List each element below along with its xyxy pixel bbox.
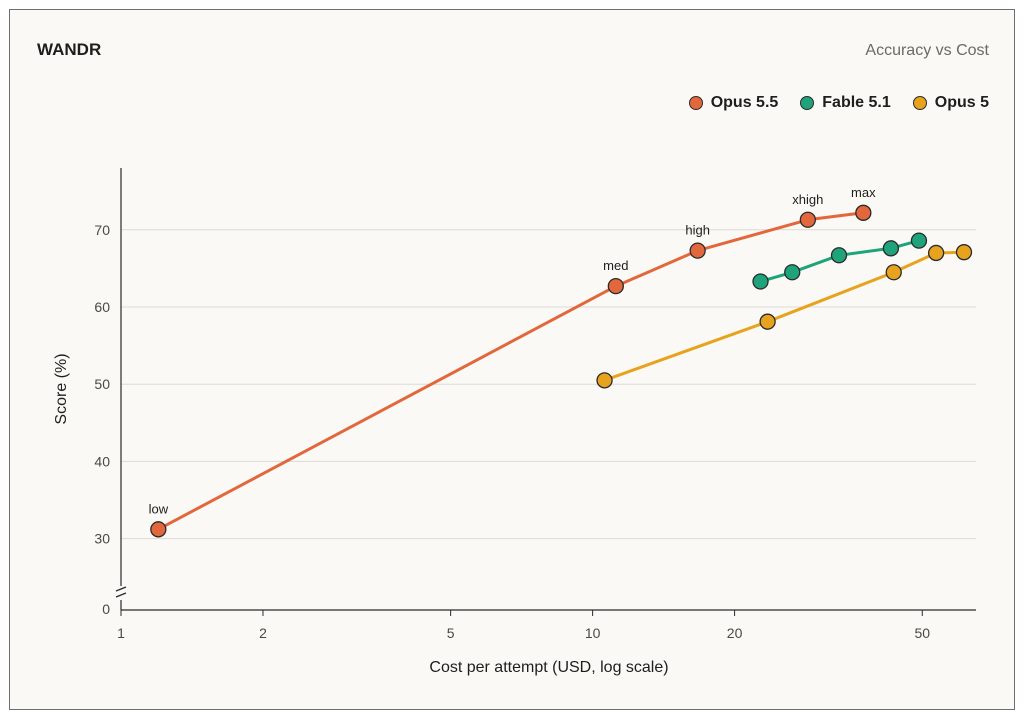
chart-subtitle: Accuracy vs Cost [865,42,989,59]
point-opus-5-4 [955,244,973,261]
legend-item-opus-5: Opus 5 [912,94,989,112]
point-label-med: med [603,258,628,273]
point-opus-5-5-2 [689,242,706,259]
chart-frame: WANDR Accuracy vs Cost Opus 5.5 Fable 5.… [9,9,1015,710]
axis-break-mark [115,586,127,598]
point-label-max: max [851,185,876,200]
point-opus-5-2 [885,264,902,281]
y-tick-label-0: 0 [102,601,110,617]
point-fable-5-1-2 [830,247,848,264]
x-tick-label-1: 1 [117,625,125,641]
x-tick-label-50: 50 [914,625,930,641]
y-tick-label-50: 50 [94,376,110,392]
x-axis-label: Cost per attempt (USD, log scale) [429,659,668,676]
legend-item-opus-5-5: Opus 5.5 [688,94,779,112]
point-opus-5-5-1 [607,278,624,295]
point-opus-5-0 [596,372,613,389]
y-tick-label-60: 60 [94,299,110,315]
legend-label-opus-5: Opus 5 [934,94,989,111]
point-fable-5-1-3 [882,240,900,257]
series-line-opus-5-5 [156,211,865,531]
x-tick-label-20: 20 [727,625,743,641]
legend-swatch-opus-5-5 [688,96,703,110]
legend-label-opus-5-5: Opus 5.5 [710,94,779,111]
y-tick-label-70: 70 [94,222,110,238]
x-tick-label-5: 5 [447,625,455,641]
legend-label-fable-5-1: Fable 5.1 [822,94,891,111]
point-opus-5-5-0 [150,521,167,538]
chart-title: WANDR [37,40,102,59]
point-opus-5-5-3 [799,211,816,228]
x-tick-label-2: 2 [259,625,267,641]
y-tick-label-40: 40 [94,453,110,469]
point-opus-5-3 [927,244,945,262]
legend-swatch-opus-5 [912,96,927,110]
point-fable-5-1-1 [784,264,801,281]
point-label-low: low [149,501,169,516]
point-label-high: high [685,223,710,238]
x-tick-label-10: 10 [585,625,601,641]
legend: Opus 5.5 Fable 5.1 Opus 5 [688,94,989,112]
legend-item-fable-5-1: Fable 5.1 [800,94,891,112]
point-fable-5-1-4 [910,232,928,249]
point-fable-5-1-0 [752,273,769,290]
point-opus-5-1 [759,313,776,330]
point-label-xhigh: xhigh [792,192,823,207]
legend-swatch-fable-5-1 [800,96,815,110]
y-axis-label: Score (%) [53,353,70,424]
point-opus-5-5-4 [855,204,872,221]
y-tick-label-30: 30 [94,531,110,547]
